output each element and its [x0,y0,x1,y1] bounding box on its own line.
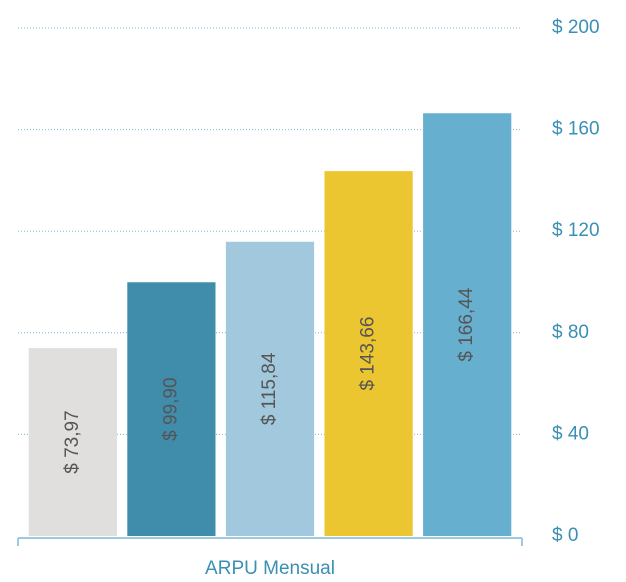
y-tick-label: $ 0 [552,525,578,546]
y-tick-label: $ 80 [552,322,589,343]
bar [225,241,315,536]
x-axis-label: ARPU Mensual [205,558,335,579]
value-label: $ 115,84 [259,352,280,425]
y-tick-label: $ 200 [552,17,600,38]
value-label: $ 73,97 [62,410,83,473]
value-label: $ 166,44 [456,287,477,361]
y-tick-label: $ 160 [552,119,600,140]
bar [28,348,117,536]
bar [324,171,413,536]
y-tick-label: $ 120 [552,220,600,241]
value-label: $ 143,66 [358,317,379,391]
bar [127,282,216,536]
value-label: $ 99,90 [160,377,181,440]
bar [423,113,512,536]
y-tick-label: $ 40 [552,423,589,444]
